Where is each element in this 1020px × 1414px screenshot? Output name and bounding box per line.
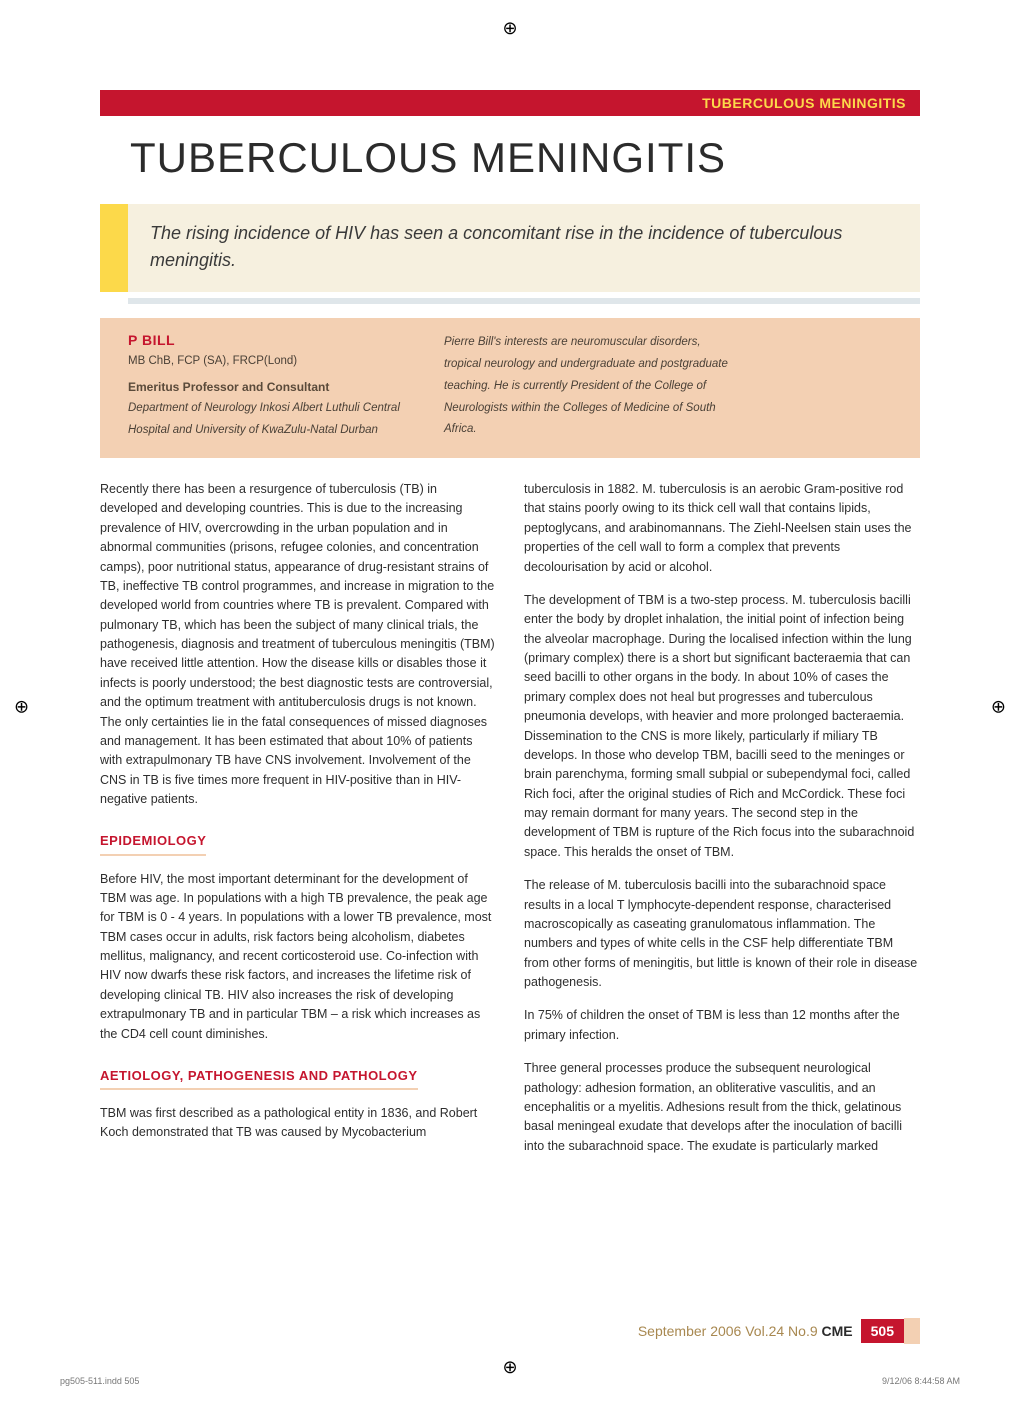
article-title: TUBERCULOUS MENINGITIS bbox=[130, 134, 920, 182]
author-details: P BILL MB ChB, FCP (SA), FRCP(Lond) Emer… bbox=[128, 332, 408, 442]
intro-paragraph: Recently there has been a resurgence of … bbox=[100, 480, 496, 809]
page-number: 505 bbox=[861, 1319, 904, 1343]
author-name: P BILL bbox=[128, 332, 408, 348]
callout-underbar bbox=[128, 298, 920, 304]
author-bio: Pierre Bill's interests are neuromuscula… bbox=[444, 332, 740, 441]
article-body: Recently there has been a resurgence of … bbox=[100, 480, 920, 1156]
callout-box: The rising incidence of HIV has seen a c… bbox=[100, 204, 920, 292]
issue-text: September 2006 Vol.24 No.9 bbox=[638, 1323, 818, 1339]
section-heading-wrap: EPIDEMIOLOGY bbox=[100, 823, 496, 859]
page-content: TUBERCULOUS MENINGITIS TUBERCULOUS MENIN… bbox=[100, 90, 920, 1344]
body-paragraph: Three general processes produce the subs… bbox=[524, 1059, 920, 1156]
section-heading-wrap: AETIOLOGY, PATHOGENESIS AND PATHOLOGY bbox=[100, 1058, 496, 1094]
body-paragraph: Before HIV, the most important determina… bbox=[100, 870, 496, 1044]
section-heading: EPIDEMIOLOGY bbox=[100, 831, 206, 855]
footer-issue: September 2006 Vol.24 No.9 CME bbox=[638, 1323, 853, 1339]
body-paragraph: The development of TBM is a two-step pro… bbox=[524, 591, 920, 862]
author-role: Emeritus Professor and Consultant bbox=[128, 380, 408, 394]
body-paragraph: The release of M. tuberculosis bacilli i… bbox=[524, 876, 920, 992]
header-band: TUBERCULOUS MENINGITIS bbox=[100, 90, 920, 116]
section-label: TUBERCULOUS MENINGITIS bbox=[688, 90, 920, 116]
callout-accent-bar bbox=[100, 204, 128, 292]
journal-abbrev: CME bbox=[822, 1323, 853, 1339]
print-imprint: pg505-511.indd 505 9/12/06 8:44:58 AM bbox=[60, 1376, 960, 1386]
imprint-file: pg505-511.indd 505 bbox=[60, 1376, 139, 1386]
body-paragraph: In 75% of children the onset of TBM is l… bbox=[524, 1006, 920, 1045]
crop-mark-icon: ⊕ bbox=[502, 1357, 517, 1378]
author-bio-column: Pierre Bill's interests are neuromuscula… bbox=[444, 332, 900, 442]
section-heading: AETIOLOGY, PATHOGENESIS AND PATHOLOGY bbox=[100, 1066, 418, 1090]
author-credentials: MB ChB, FCP (SA), FRCP(Lond) bbox=[128, 352, 408, 370]
author-affiliation: Department of Neurology Inkosi Albert Lu… bbox=[128, 398, 408, 442]
author-box: P BILL MB ChB, FCP (SA), FRCP(Lond) Emer… bbox=[100, 318, 920, 458]
crop-mark-icon: ⊕ bbox=[14, 697, 29, 718]
imprint-timestamp: 9/12/06 8:44:58 AM bbox=[882, 1376, 960, 1386]
crop-mark-icon: ⊕ bbox=[502, 18, 517, 39]
callout-text: The rising incidence of HIV has seen a c… bbox=[128, 204, 920, 292]
page-footer: September 2006 Vol.24 No.9 CME 505 bbox=[638, 1318, 920, 1344]
crop-mark-icon: ⊕ bbox=[991, 697, 1006, 718]
header-band-fill bbox=[100, 90, 688, 116]
footer-tail-bar bbox=[904, 1318, 920, 1344]
